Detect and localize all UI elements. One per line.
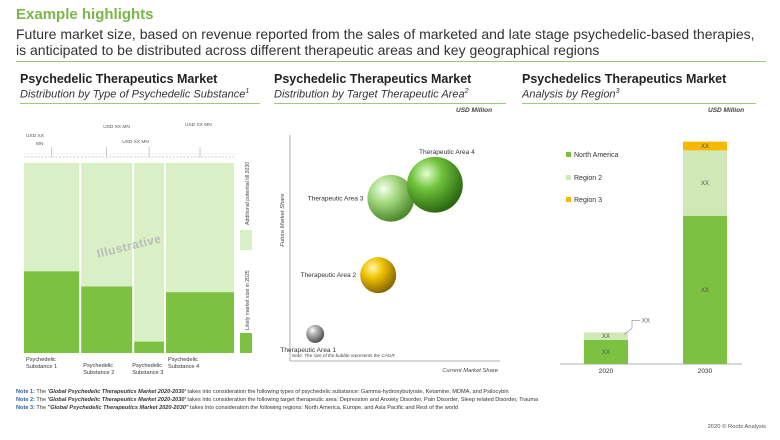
- category-label: Psychedelic: [168, 357, 198, 363]
- left-panel-title: Psychedelic Therapeutics Market: [20, 72, 218, 86]
- callout-line: [623, 320, 640, 335]
- category-label: Substance 2: [83, 370, 114, 376]
- legend-label-additional: Additional potential till 2030: [245, 162, 251, 225]
- bar-segment-label: XX: [602, 350, 610, 356]
- legend-label: Region 3: [574, 197, 602, 204]
- bubble-note: Note: The size of the bubble represents …: [292, 353, 395, 358]
- header-divider: [16, 61, 766, 62]
- bubble-point: [407, 156, 463, 213]
- footnote-1: Note 1: The 'Global Psychedelic Therapeu…: [16, 389, 509, 395]
- mekko-lower-segment: [134, 341, 165, 353]
- mekko-upper-segment: [81, 163, 133, 287]
- legend-swatch: [566, 152, 571, 157]
- middle-panel-divider: [274, 103, 506, 104]
- mekko-lower-segment: [24, 271, 80, 353]
- footnotes: Note 1: The 'Global Psychedelic Therapeu…: [16, 388, 766, 412]
- stacked-bar-segment: [683, 215, 727, 364]
- bubble-point: [367, 174, 415, 222]
- stacked-bar-segment: [683, 150, 727, 216]
- bubble-point: [306, 324, 325, 343]
- legend-swatch-additional: [240, 230, 252, 250]
- legend-label: North America: [574, 152, 618, 159]
- category-label: Psychedelic: [132, 363, 162, 369]
- bubble-label: Therapeutic Area 4: [419, 149, 475, 156]
- bubble-chart: Future Market Share Current Market Share T…: [280, 135, 500, 374]
- bubble-label: Therapeutic Area 3: [308, 195, 364, 202]
- x-tick-label: 2020: [599, 368, 614, 375]
- category-label: Substance 4: [168, 364, 199, 370]
- page-subtitle: Future market size, based on revenue rep…: [16, 26, 755, 58]
- legend-swatch: [566, 197, 571, 202]
- bubble-label: Therapeutic Area 1: [280, 347, 336, 354]
- footnote-2: Note 2: The 'Global Psychedelic Therapeu…: [16, 397, 539, 403]
- bubble-label: Therapeutic Area 2: [300, 272, 356, 279]
- right-unit-label: USD Million: [708, 107, 745, 114]
- stacked-bar-chart: XX XX 2020 XX XX XX 2030 XX North America Region …: [560, 141, 742, 375]
- callout-label: XX: [642, 318, 650, 324]
- bar-segment-label: XX: [701, 181, 709, 187]
- mekko-upper-segment: [166, 163, 234, 293]
- right-panel-title: Psychedelics Therapeutics Market: [522, 72, 727, 86]
- stacked-bar-segment: [584, 340, 628, 364]
- stacked-bar-segment: [584, 332, 628, 341]
- legend-label-likely: Likely market size in 2025: [245, 270, 251, 330]
- width-label: MN: [36, 141, 44, 147]
- width-label: USD XX MN: [185, 122, 212, 128]
- left-panel-subtitle: Distribution by Type of Psychedelic Subs…: [20, 88, 250, 101]
- width-label: USD XX MN: [103, 124, 130, 130]
- legend-label: Region 2: [574, 175, 602, 182]
- copyright: 2020 © Roots Analysis: [707, 424, 766, 430]
- x-axis-label: Current Market Share: [442, 368, 499, 374]
- category-label: Substance 3: [132, 370, 163, 376]
- middle-panel-title: Psychedelic Therapeutics Market: [274, 72, 472, 86]
- left-panel-divider: [20, 103, 260, 104]
- mekko-upper-segment: [134, 163, 165, 342]
- width-label: USD XX: [26, 133, 45, 139]
- mekko-upper-segment: [24, 163, 80, 272]
- x-tick-label: 2030: [698, 368, 713, 375]
- bar-segment-label: XX: [701, 144, 709, 150]
- category-label: Psychedelic: [26, 357, 56, 363]
- bar-segment-label: XX: [701, 288, 709, 294]
- bar-segment-label: XX: [602, 334, 610, 340]
- bubble-point: [360, 257, 397, 294]
- middle-panel-subtitle: Distribution by Target Therapeutic Area2: [274, 88, 469, 101]
- legend-swatch-likely: [240, 333, 252, 353]
- stacked-bar-segment: [683, 141, 727, 151]
- page-title: Example highlights: [16, 6, 154, 23]
- legend-swatch: [566, 175, 571, 180]
- footnote-3: Note 3: The "Global Psychedelic Therapeu…: [16, 405, 459, 411]
- category-label: Substance 1: [26, 364, 57, 370]
- middle-unit-label: USD Million: [456, 107, 493, 114]
- right-panel-divider: [522, 103, 756, 104]
- category-label: Psychedelic: [83, 363, 113, 369]
- mekko-lower-segment: [81, 286, 133, 353]
- width-label: USD XX MN: [122, 139, 149, 145]
- y-axis-label: Future Market Share: [280, 193, 286, 247]
- mekko-lower-segment: [166, 292, 234, 353]
- right-panel-subtitle: Analysis by Region3: [522, 88, 620, 101]
